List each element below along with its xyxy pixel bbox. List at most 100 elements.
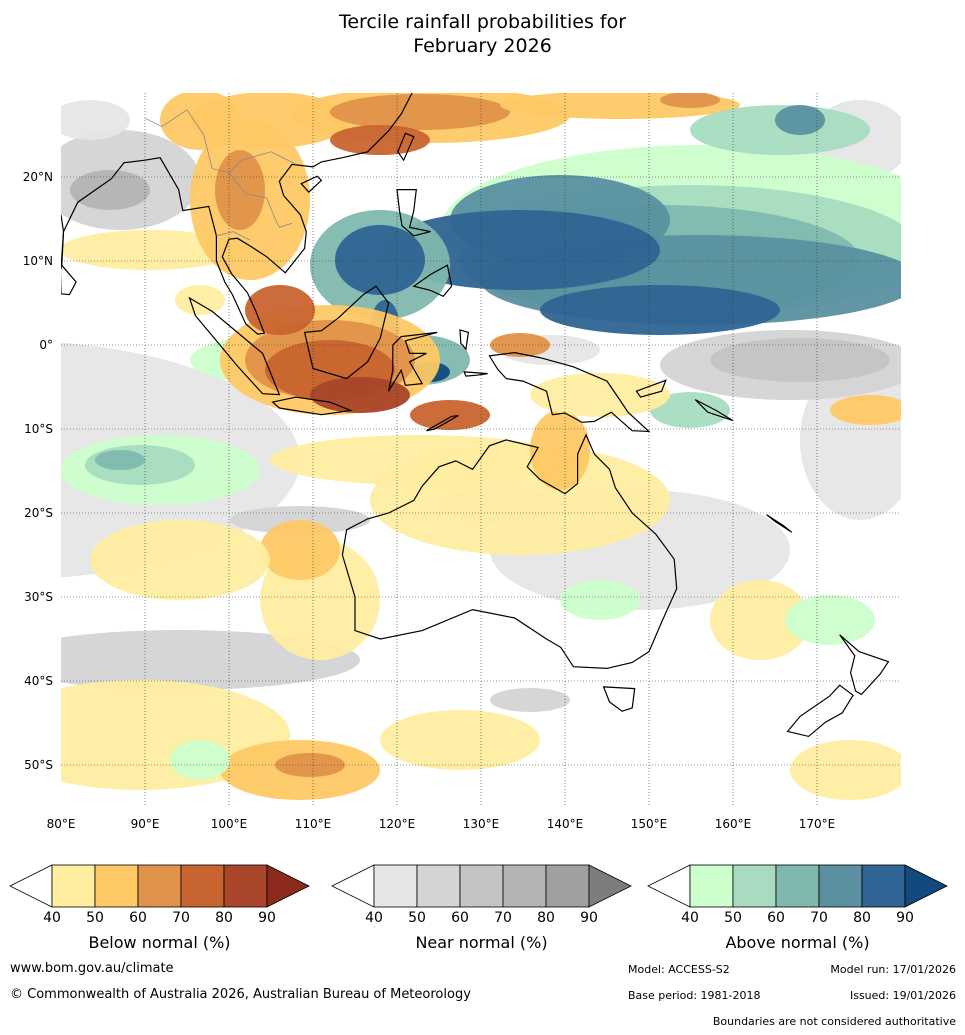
java-outline xyxy=(271,396,354,416)
above-patch xyxy=(560,580,640,620)
colorbar-max-extension xyxy=(588,864,632,908)
above-patch xyxy=(540,285,780,335)
probability-map xyxy=(61,93,901,806)
longitude-tick-label: 110°E xyxy=(295,817,332,831)
colorbar-segment xyxy=(373,864,418,908)
below-normal-colorbar: 40 50 60 70 80 90 Below normal (%) xyxy=(9,864,310,952)
colorbar-max-extension xyxy=(904,864,948,908)
longitude-tick-label: 160°E xyxy=(715,817,752,831)
colorbar-tick-label: 40 xyxy=(365,910,383,926)
colorbar-segment xyxy=(223,864,268,908)
boundary-disclaimer: Boundaries are not considered authoritat… xyxy=(712,1015,956,1028)
colorbar-title: Above normal (%) xyxy=(725,933,869,952)
colorbar-min-extension xyxy=(331,864,375,908)
website-link[interactable]: www.bom.gov.au/climate xyxy=(10,961,174,976)
chart-title: Tercile rainfall probabilities for Febru… xyxy=(0,10,965,58)
colorbar-title: Below normal (%) xyxy=(88,933,230,952)
colorbar-title: Near normal (%) xyxy=(415,933,547,952)
longitude-tick-label: 170°E xyxy=(799,817,836,831)
new-zealand-north-island xyxy=(839,634,890,696)
copyright-notice: © Commonwealth of Australia 2026, Austra… xyxy=(10,987,471,1002)
above-patch xyxy=(95,450,145,470)
australia-outline xyxy=(341,433,678,670)
colorbar-segment xyxy=(459,864,504,908)
coastlines xyxy=(61,93,890,738)
latitude-tick-label: 0° xyxy=(39,338,53,352)
near-normal-colorbar: 40 50 60 70 80 90 Near normal (%) xyxy=(331,864,632,952)
halmahera-outline xyxy=(459,329,470,351)
timor-outline xyxy=(426,415,459,432)
colorbar-tick-label: 50 xyxy=(724,910,742,926)
near-patch xyxy=(710,338,890,382)
below-patch xyxy=(330,94,510,130)
new-caledonia-outline xyxy=(766,514,793,533)
colorbar-segment xyxy=(180,864,225,908)
colorbar-tick-label: 60 xyxy=(767,910,785,926)
colorbar-segment xyxy=(775,864,820,908)
borneo-outline xyxy=(303,285,390,380)
colorbar-tick-label: 60 xyxy=(129,910,147,926)
below-patch xyxy=(790,740,901,800)
base-period: Base period: 1981-2018 xyxy=(628,989,761,1002)
asia-mainland-coast xyxy=(61,93,413,335)
below-patch xyxy=(270,435,570,485)
below-patch xyxy=(61,230,240,270)
model-run-date: Model run: 17/01/2026 xyxy=(830,963,956,976)
colorbar-segment xyxy=(94,864,139,908)
below-patch xyxy=(310,377,410,413)
longitude-tick-label: 100°E xyxy=(211,817,248,831)
near-patch xyxy=(490,688,570,712)
latitude-tick-label: 10°N xyxy=(23,254,53,268)
above-patch xyxy=(775,105,825,135)
title-line-2: February 2026 xyxy=(413,35,552,57)
colorbar-segment xyxy=(689,864,734,908)
below-patch xyxy=(830,395,901,425)
latitude-tick-label: 20°S xyxy=(24,506,53,520)
longitude-tick-label: 150°E xyxy=(631,817,668,831)
new-britain-outline xyxy=(635,379,667,398)
model-name: Model: ACCESS-S2 xyxy=(628,963,730,976)
near-patch xyxy=(61,100,130,140)
longitude-tick-label: 80°E xyxy=(47,817,76,831)
sulawesi-outline xyxy=(388,331,438,392)
new-zealand-south-island xyxy=(786,684,854,738)
below-patch xyxy=(660,93,720,108)
longitude-tick-label: 140°E xyxy=(547,817,584,831)
colorbar-tick-label: 90 xyxy=(580,910,598,926)
colorbar-tick-label: 40 xyxy=(43,910,61,926)
colorbar-tick-label: 70 xyxy=(494,910,512,926)
country-border xyxy=(144,109,297,174)
colorbar-segment xyxy=(137,864,182,908)
latitude-tick-label: 20°N xyxy=(23,170,53,184)
issued-date: Issued: 19/01/2026 xyxy=(849,989,956,1002)
above-patch xyxy=(380,210,660,290)
colorbar-segment xyxy=(502,864,547,908)
india-coast xyxy=(61,214,65,266)
colorbar-min-extension xyxy=(647,864,691,908)
solomons-outline xyxy=(694,399,734,422)
below-patch xyxy=(215,150,265,230)
below-patch xyxy=(410,400,490,430)
colorbar-segment xyxy=(861,864,906,908)
colorbar-tick-label: 40 xyxy=(681,910,699,926)
sri-lanka-outline xyxy=(61,263,77,296)
colorbar-tick-label: 70 xyxy=(172,910,190,926)
luzon-outline xyxy=(396,189,431,237)
above-patch xyxy=(335,225,425,295)
colorbar-segment xyxy=(51,864,96,908)
below-patch xyxy=(710,580,810,660)
title-line-1: Tercile rainfall probabilities for xyxy=(338,11,627,33)
latitude-tick-label: 10°S xyxy=(24,422,53,436)
latitude-tick-label: 50°S xyxy=(24,758,53,772)
latitude-tick-label: 30°S xyxy=(24,590,53,604)
new-guinea-outline xyxy=(488,351,651,433)
above-patch xyxy=(170,740,230,780)
below-patch xyxy=(260,520,340,580)
colorbar-tick-label: 70 xyxy=(810,910,828,926)
country-border xyxy=(216,231,251,241)
below-patch xyxy=(175,285,225,315)
colorbar-segment xyxy=(818,864,863,908)
country-border xyxy=(228,172,293,228)
mindanao-outline xyxy=(412,264,453,298)
axis-labels: 80°E 90°E 100°E 110°E 120°E 130°E 140°E 150°E 16… xyxy=(23,170,836,831)
